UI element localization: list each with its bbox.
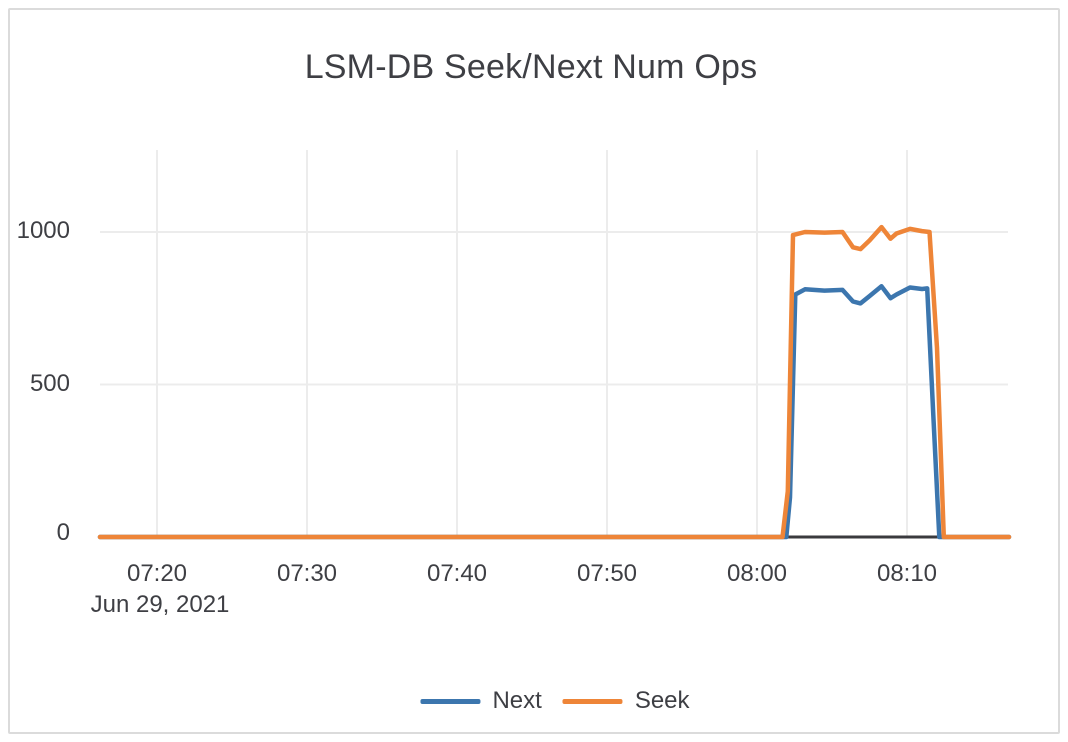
next-series-line: [97, 284, 1012, 540]
seek-series-swatch-icon: [562, 698, 623, 704]
series-lines: [97, 224, 1012, 540]
y-axis-tick-label: 1000: [16, 217, 70, 244]
x-axis-tick-label: 07:50: [576, 560, 638, 587]
x-axis-tick-label: 08:00: [726, 560, 788, 587]
gridlines: [100, 150, 1008, 539]
chart-frame: [8, 8, 1060, 734]
legend: Next Seek: [420, 687, 690, 715]
legend-item-next[interactable]: Next: [420, 687, 542, 715]
legend-label-next: Next: [492, 687, 542, 714]
legend-item-seek[interactable]: Seek: [562, 687, 690, 715]
chart-title: LSM-DB Seek/Next Num Ops: [304, 48, 758, 86]
seek-series-line: [97, 224, 1012, 540]
x-axis-tick-label: 07:40: [426, 560, 488, 587]
y-axis-tick-label: 500: [29, 370, 70, 397]
x-axis-date-label: Jun 29, 2021: [90, 591, 230, 618]
legend-label-seek: Seek: [634, 687, 690, 714]
x-axis-tick-label: 08:10: [876, 560, 938, 587]
next-series-swatch-icon: [420, 698, 481, 704]
y-axis-tick-label: 0: [56, 519, 70, 546]
x-axis-tick-label: 07:30: [276, 560, 338, 587]
x-axis-tick-label: 07:20: [126, 560, 188, 587]
